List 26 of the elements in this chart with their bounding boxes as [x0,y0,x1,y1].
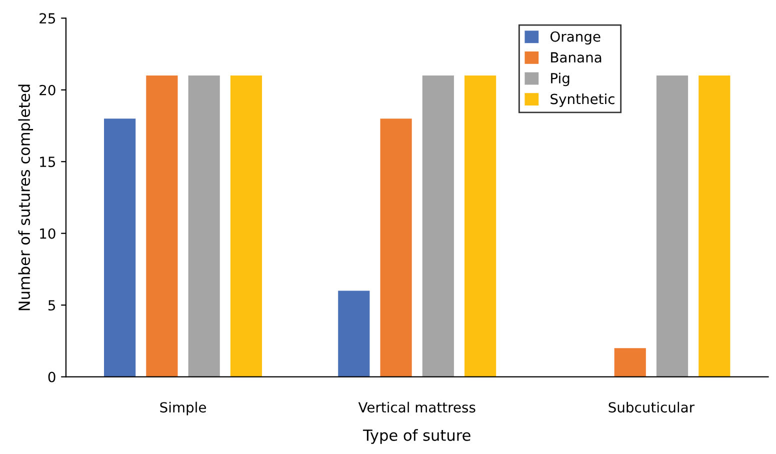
bar [230,76,262,377]
bar [380,118,412,377]
y-tick-label: 15 [40,156,56,168]
bar [698,76,730,377]
legend-label: Orange [550,31,600,45]
x-tick-label: Vertical mattress [358,402,476,413]
legend-label: Pig [551,72,570,86]
x-axis-title: Type of suture [362,429,470,444]
x-tick-label: Simple [160,402,206,416]
bar [146,76,178,377]
legend-label: Synthetic [550,93,614,107]
legend-label: Banana [551,52,602,63]
y-tick-label: 5 [48,300,56,311]
bar [614,348,646,377]
y-tick-label: 20 [40,84,56,96]
y-tick-label: 0 [48,372,56,382]
bar [656,76,688,377]
y-tick-label: 25 [40,13,56,24]
bar [422,76,454,377]
y-axis-title: Number of sutures completed [18,84,34,310]
bar [104,118,136,377]
y-tick-label: 10 [40,228,56,239]
bar [338,290,370,377]
bar [464,76,496,377]
bar [188,76,220,377]
x-tick-label: Subcuticular [608,402,695,413]
